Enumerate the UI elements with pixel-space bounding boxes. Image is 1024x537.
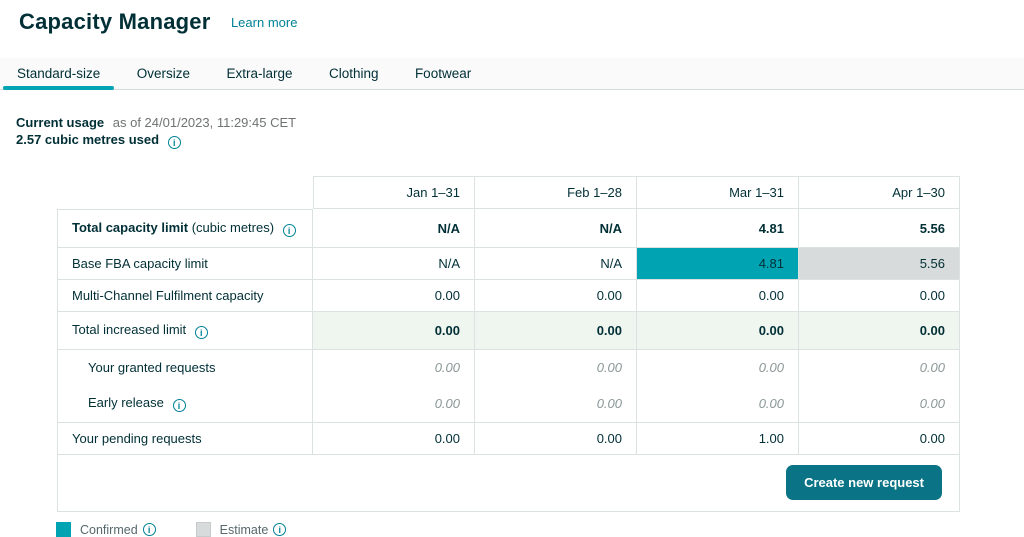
tab-footwear[interactable]: Footwear [414,66,472,81]
usage-amount: 2.57 cubic metres used [16,132,160,147]
table-cell: 0.00 [799,280,960,312]
row-label: Your pending requests [57,423,313,455]
table-row-pending-requests: Your pending requests 0.00 0.00 1.00 0.0… [57,423,960,455]
table-cell: 0.00 [637,385,799,423]
column-header-mar: Mar 1–31 [637,176,799,209]
table-cell: 0.00 [475,350,637,385]
row-label-main: Total increased limit [72,322,187,337]
table-footer-cell: Create new request [57,455,960,512]
create-new-request-button[interactable]: Create new request [786,465,942,500]
row-label: Total increased limit i [57,312,313,350]
table-cell: 0.00 [799,385,960,423]
corner-cell [57,176,313,209]
legend-item-estimate: Estimate i [195,522,287,537]
row-label-main: Total capacity limit [72,220,189,235]
confirmed-cell: 4.81 [637,248,799,280]
table-cell: 0.00 [475,280,637,312]
table-footer-row: Create new request [57,455,960,512]
page-header: Capacity Manager Learn more [0,0,1024,35]
tab-oversize[interactable]: Oversize [136,66,191,81]
column-header-feb: Feb 1–28 [475,176,637,209]
capacity-table: Jan 1–31 Feb 1–28 Mar 1–31 Apr 1–30 Tota… [57,176,960,512]
table-row-total-increased-limit: Total increased limit i 0.00 0.00 0.00 0… [57,312,960,350]
table-header-row: Jan 1–31 Feb 1–28 Mar 1–31 Apr 1–30 [57,176,960,209]
estimate-swatch [195,522,211,537]
table-row-early-release: Early release i 0.00 0.00 0.00 0.00 [57,385,960,423]
table-cell: 1.00 [637,423,799,455]
column-header-apr: Apr 1–30 [799,176,960,209]
table-cell: 0.00 [799,350,960,385]
table-cell: N/A [313,209,475,248]
confirmed-swatch [56,522,71,537]
row-label: Base FBA capacity limit [57,248,313,280]
table-cell: 0.00 [475,312,637,350]
tab-standard-size[interactable]: Standard-size [3,58,115,90]
current-usage-label: Current usage [16,115,105,130]
info-icon[interactable]: i [172,399,186,412]
row-label: Multi-Channel Fulfilment capacity [57,280,313,312]
column-header-jan: Jan 1–31 [313,176,475,209]
table-cell: 5.56 [799,209,960,248]
info-icon[interactable]: i [273,523,287,536]
current-usage-block: Current usage as of 24/01/2023, 11:29:45… [16,114,1024,149]
learn-more-link[interactable]: Learn more [230,15,298,30]
table-cell: 0.00 [475,423,637,455]
table-row-total-capacity-limit: Total capacity limit (cubic metres) i N/… [57,209,960,248]
table-cell: N/A [475,248,637,280]
tab-clothing[interactable]: Clothing [328,66,379,81]
legend-item-confirmed: Confirmed i [56,522,156,537]
table-cell: 0.00 [313,385,475,423]
table-cell: 0.00 [637,280,799,312]
info-icon[interactable]: i [167,136,181,149]
table-cell: N/A [313,248,475,280]
table-row-mcf-capacity: Multi-Channel Fulfilment capacity 0.00 0… [57,280,960,312]
info-icon[interactable]: i [194,326,208,339]
table-cell: 0.00 [313,423,475,455]
table-cell: 0.00 [313,350,475,385]
table-cell: 0.00 [313,312,475,350]
row-label: Early release i [57,385,313,423]
size-category-tabs: Standard-size Oversize Extra-large Cloth… [0,58,1024,90]
row-label-main: Early release [88,395,164,410]
table-row-granted-requests: Your granted requests 0.00 0.00 0.00 0.0… [57,350,960,385]
legend-label: Estimate [219,522,269,537]
table-cell: 4.81 [637,209,799,248]
table-row-base-fba-capacity: Base FBA capacity limit N/A N/A 4.81 5.5… [57,248,960,280]
legend: Confirmed i Estimate i [56,522,1024,537]
table-cell: 0.00 [475,385,637,423]
table-cell: 0.00 [313,280,475,312]
estimate-cell: 5.56 [799,248,960,280]
row-label-suffix: (cubic metres) [191,220,275,235]
usage-timestamp: as of 24/01/2023, 11:29:45 CET [112,115,297,130]
table-cell: 0.00 [637,312,799,350]
table-cell: N/A [475,209,637,248]
info-icon[interactable]: i [282,224,296,237]
tab-extra-large[interactable]: Extra-large [226,66,293,81]
table-cell: 0.00 [799,423,960,455]
info-icon[interactable]: i [142,523,156,536]
legend-label: Confirmed [80,522,138,537]
page-title: Capacity Manager [19,9,211,34]
row-label: Total capacity limit (cubic metres) i [57,209,313,248]
table-cell: 0.00 [799,312,960,350]
row-label: Your granted requests [57,350,313,385]
table-cell: 0.00 [637,350,799,385]
